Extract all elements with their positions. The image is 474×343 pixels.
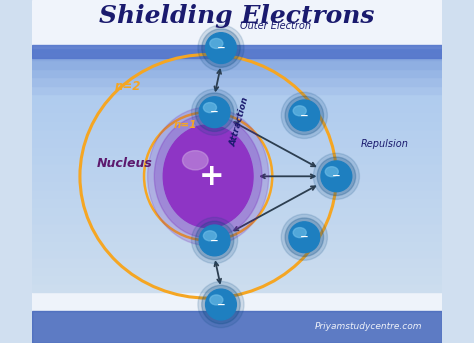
Text: −: − <box>300 110 309 120</box>
Bar <box>32 45 442 58</box>
Ellipse shape <box>203 103 217 113</box>
Text: −: − <box>300 232 309 242</box>
Ellipse shape <box>163 125 253 228</box>
Bar <box>32 291 442 300</box>
Bar <box>32 205 442 214</box>
Bar <box>32 317 442 326</box>
Bar <box>32 76 442 86</box>
Ellipse shape <box>191 89 237 135</box>
Bar <box>32 51 442 60</box>
Bar <box>32 257 442 266</box>
Text: n=1: n=1 <box>174 120 197 130</box>
Bar <box>32 188 442 197</box>
Ellipse shape <box>210 295 223 305</box>
Ellipse shape <box>281 214 328 260</box>
Ellipse shape <box>199 97 230 128</box>
Bar <box>32 265 442 274</box>
Bar <box>32 231 442 240</box>
Text: −: − <box>217 43 225 53</box>
Bar <box>32 239 442 249</box>
Ellipse shape <box>285 218 324 257</box>
Ellipse shape <box>191 217 237 263</box>
Bar <box>32 214 442 223</box>
Text: Attraction: Attraction <box>229 96 251 147</box>
Text: Shielding Electrons: Shielding Electrons <box>99 4 375 28</box>
Bar <box>32 119 442 129</box>
Ellipse shape <box>206 289 237 320</box>
Ellipse shape <box>325 167 338 177</box>
Ellipse shape <box>199 225 230 256</box>
Ellipse shape <box>289 222 319 252</box>
Bar <box>32 299 442 309</box>
Text: −: − <box>210 107 219 117</box>
Ellipse shape <box>281 92 328 139</box>
Bar <box>32 137 442 146</box>
Bar <box>32 0 442 48</box>
Bar <box>32 308 442 317</box>
Bar <box>32 8 442 17</box>
Ellipse shape <box>285 96 324 135</box>
Bar <box>32 325 442 334</box>
Bar <box>32 222 442 232</box>
Bar <box>32 162 442 172</box>
Ellipse shape <box>195 221 234 260</box>
Bar <box>32 102 442 111</box>
Text: −: − <box>217 299 225 309</box>
Bar <box>32 197 442 206</box>
Bar <box>32 248 442 257</box>
Ellipse shape <box>198 282 244 328</box>
Bar <box>32 179 442 189</box>
Ellipse shape <box>321 161 352 192</box>
Ellipse shape <box>210 38 223 48</box>
Ellipse shape <box>155 115 262 238</box>
Ellipse shape <box>317 157 356 196</box>
Bar <box>32 154 442 163</box>
Ellipse shape <box>182 151 208 170</box>
Bar <box>32 42 442 51</box>
Ellipse shape <box>195 93 234 131</box>
Ellipse shape <box>198 25 244 71</box>
Bar <box>32 282 442 292</box>
Bar <box>32 334 442 343</box>
Ellipse shape <box>289 100 319 131</box>
Ellipse shape <box>202 29 240 67</box>
Bar <box>32 68 442 77</box>
Ellipse shape <box>163 125 253 228</box>
Bar <box>32 111 442 120</box>
Text: Outer Electron: Outer Electron <box>240 21 311 31</box>
Ellipse shape <box>147 107 269 246</box>
Text: Repulsion: Repulsion <box>361 139 409 149</box>
Bar <box>32 0 442 9</box>
Text: +: + <box>199 162 224 191</box>
Bar <box>32 171 442 180</box>
Bar <box>32 274 442 283</box>
Bar <box>32 85 442 94</box>
Ellipse shape <box>293 228 306 238</box>
Text: Priyamstudycentre.com: Priyamstudycentre.com <box>315 322 422 331</box>
Text: Nucleus: Nucleus <box>97 157 153 170</box>
Ellipse shape <box>206 33 237 63</box>
Bar <box>32 94 442 103</box>
Text: −: − <box>210 235 219 246</box>
Bar <box>32 34 442 43</box>
Ellipse shape <box>202 285 240 324</box>
Bar <box>32 59 442 69</box>
Bar <box>32 145 442 154</box>
Ellipse shape <box>313 153 359 199</box>
Text: −: − <box>332 171 341 181</box>
Ellipse shape <box>203 231 217 241</box>
Ellipse shape <box>293 106 306 116</box>
Bar <box>32 25 442 34</box>
Bar <box>32 16 442 26</box>
Bar <box>32 128 442 137</box>
Text: n=2: n=2 <box>115 80 141 93</box>
Bar <box>32 311 442 343</box>
